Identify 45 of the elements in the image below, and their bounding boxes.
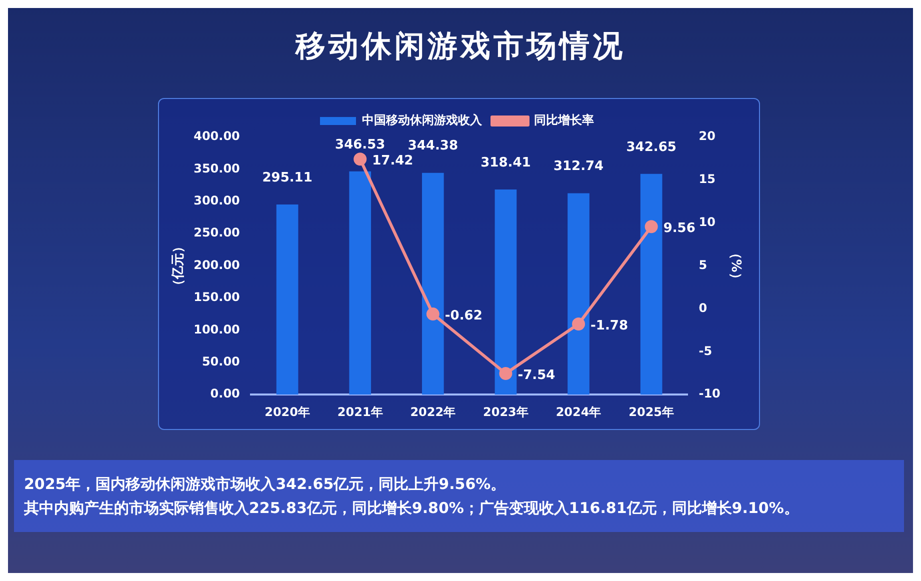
y-tick-label: 250.00: [194, 226, 240, 240]
legend-label: 同比增长率: [534, 113, 594, 128]
point: [644, 220, 658, 234]
y2-tick-label: 5: [698, 258, 708, 272]
data-label: -0.62: [444, 308, 482, 324]
legend-label: 中国移动休闲游戏收入: [362, 113, 483, 128]
y2-tick-label: 15: [698, 172, 716, 186]
y-tick-label: 300.00: [194, 194, 240, 208]
data-label: 295.11: [262, 170, 312, 186]
point: [572, 318, 586, 331]
x-tick-label: 2021年: [337, 404, 383, 419]
y-tick-label: 150.00: [194, 290, 240, 304]
data-label: -7.54: [518, 368, 556, 383]
x-tick-label: 2023年: [483, 404, 528, 419]
chart-title: 移动休闲游戏市场情况: [294, 28, 626, 66]
y-tick-label: 100.00: [194, 322, 240, 336]
x-tick-label: 2022年: [410, 404, 456, 419]
x-tick-label: 2024年: [556, 404, 602, 419]
y2-tick-label: -10: [698, 386, 720, 401]
y2-tick-label: 20: [698, 129, 716, 144]
text: 其中内购产生的市场实际销售收入225.83亿元，同比增长9.80%；广告变现收入116.81亿元，同比增长9.10%。: [24, 498, 800, 519]
text: 2025年，国内移动休闲游戏市场收入342.65亿元，同比上升9.56%。: [24, 474, 507, 495]
data-label: 342.65: [626, 140, 676, 155]
data-label: 344.38: [408, 138, 458, 154]
y2-tick-label: 0: [698, 300, 708, 315]
point: [499, 366, 512, 380]
y-axis-title: （亿元）: [171, 240, 186, 292]
data-label: 346.53: [335, 137, 386, 152]
data-label: -1.78: [590, 318, 628, 334]
y2-tick-label: -5: [698, 344, 712, 358]
point: [426, 308, 440, 321]
point: [354, 152, 367, 166]
y-tick-label: 50.00: [202, 354, 240, 369]
y-tick-label: 350.00: [194, 161, 240, 176]
data-label: 9.56: [663, 221, 696, 236]
y-tick-label: 200.00: [194, 258, 240, 272]
x-tick-label: 2020年: [264, 404, 310, 419]
y2-tick-label: 10: [698, 214, 716, 229]
y-tick-label: 0.00: [210, 386, 240, 401]
data-label: 318.41: [480, 155, 531, 170]
y2-axis-title: （%）: [728, 246, 743, 286]
data-label: 17.42: [372, 154, 414, 169]
y-tick-label: 400.00: [194, 129, 240, 144]
data-label: 312.74: [553, 159, 604, 174]
x-tick-label: 2025年: [628, 404, 674, 419]
